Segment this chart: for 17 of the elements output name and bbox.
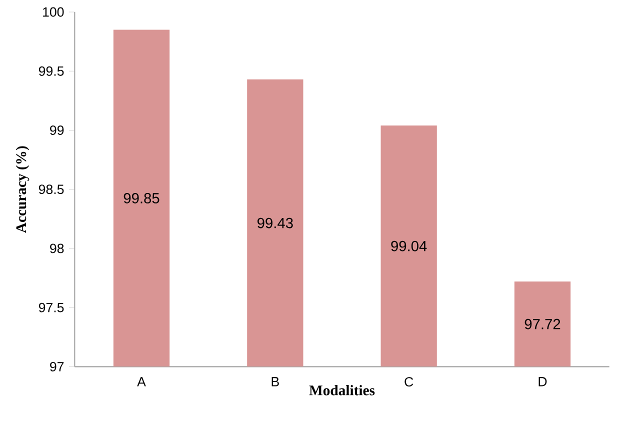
y-tick-label: 98 xyxy=(50,244,64,254)
x-tick-label: C xyxy=(404,377,414,387)
x-tick-label: A xyxy=(137,377,146,386)
y-tick-label: 98.5 xyxy=(38,184,64,194)
y-tick-label: 99.5 xyxy=(38,66,64,76)
data-label: 99.04 xyxy=(391,240,427,252)
data-label: 97.72 xyxy=(524,318,560,330)
data-label: 99.85 xyxy=(124,193,160,204)
y-tick-label: 99 xyxy=(50,126,64,135)
x-tick-label: D xyxy=(538,377,547,386)
y-tick-label: 97 xyxy=(50,362,64,372)
data-label: 99.43 xyxy=(258,218,293,228)
x-axis-title: Modalities xyxy=(309,385,375,396)
y-tick-label: 100 xyxy=(43,7,64,17)
y-tick-label: 97.5 xyxy=(38,302,64,312)
y-axis-title: Accuracy (%) xyxy=(16,146,30,233)
x-tick-label: B xyxy=(272,377,279,386)
